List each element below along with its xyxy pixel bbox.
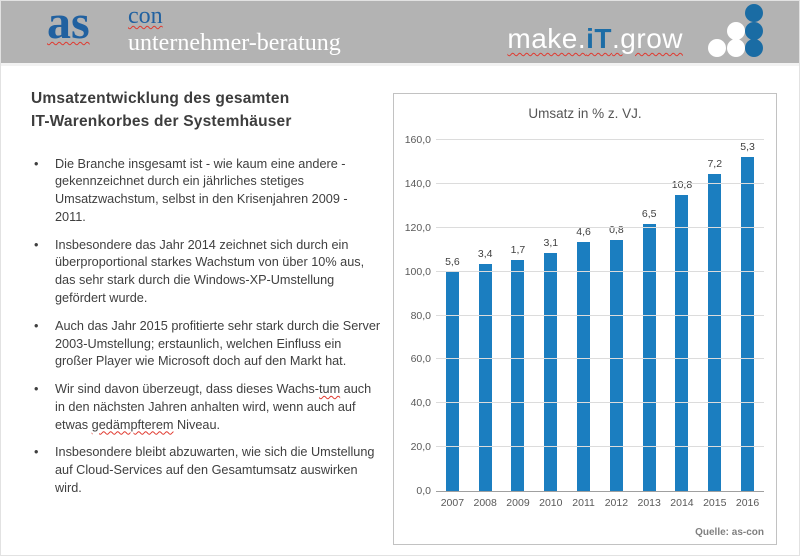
plot-area: 5,6 2007 3,4 2008 1,7 2009 3,1 2010 4,6 2011 0,8 20…: [405, 134, 764, 509]
bar-2009: [511, 260, 525, 491]
bar-slot-2008: 3,4 2008: [469, 140, 502, 509]
x-axis-label-2016: 2016: [735, 497, 760, 509]
bullet-text: Insbesondere bleibt abzuwarten, wie sich…: [55, 445, 375, 495]
bar-value-label-2009: 1,7: [510, 244, 526, 257]
bullet-item: Wir sind davon überzeugt, dass dieses Wa…: [31, 381, 381, 434]
bullet-item: Die Branche insgesamt ist - wie kaum ein…: [31, 156, 381, 227]
y-axis-label-0: 0,0: [416, 485, 431, 497]
bar-2007: [445, 271, 459, 491]
y-axis-label-60: 60,0: [410, 353, 431, 366]
bullet-text: Die Branche insgesamt ist - wie kaum ein…: [55, 156, 348, 224]
y-axis-label-80: 80,0: [410, 309, 431, 322]
dot-blue: [745, 39, 763, 57]
bullet-text: Niveau.: [173, 417, 221, 432]
text-column: Umsatzentwicklung des gesamten IT-Warenko…: [31, 87, 381, 508]
bullet-text: Auch das Jahr 2015 profitierte sehr star…: [55, 318, 381, 369]
bullet-text: Wir sind davon überzeugt, dass dieses Wa…: [55, 382, 319, 397]
bar-value-label-2015: 7,2: [707, 157, 723, 170]
gridline-120: [436, 226, 764, 228]
bar-slot-2010: 3,1 2010: [534, 140, 567, 509]
bar-slot-2007: 5,6 2007: [436, 140, 469, 509]
x-axis-label-2014: 2014: [670, 497, 694, 509]
header-banner: as con unternehmer-beratung make.iT.grow: [1, 0, 799, 63]
gridline-100: [436, 270, 764, 272]
y-axis-label-160: 160,0: [404, 134, 431, 146]
ascon-logo-as: as: [47, 0, 90, 49]
bar-value-label-2007: 5,6: [445, 255, 460, 268]
y-axis-label-120: 120,0: [404, 221, 431, 234]
chart-source: Quelle: as-con: [695, 527, 764, 538]
bar-value-label-2011: 4,6: [576, 226, 591, 239]
bar-value-label-2016: 5,3: [740, 140, 755, 153]
bar-value-label-2013: 6,5: [641, 208, 657, 221]
tagline-grow: .grow: [612, 23, 683, 54]
gridline-40: [436, 402, 764, 404]
bar-2013: [642, 224, 656, 491]
gridline-160: [436, 139, 764, 140]
bar-slot-2016: 5,3 2016: [731, 140, 764, 509]
x-axis-label-2010: 2010: [539, 497, 563, 509]
dot-white: [727, 22, 745, 40]
bar-slot-2013: 6,5 2013: [633, 140, 666, 509]
y-axis-label-40: 40,0: [410, 397, 431, 410]
x-axis-label-2011: 2011: [572, 497, 595, 509]
bullet-item: Insbesondere bleibt abzuwarten, wie sich…: [31, 444, 381, 497]
x-axis-label-2012: 2012: [604, 497, 629, 509]
page-title-line2: IT-Warenkorbes der Systemhäuser: [31, 113, 292, 131]
chart-panel: Umsatz in % z. VJ. 5,6 2007 3,4 2008 1,7 2009…: [393, 93, 777, 545]
bar-2012: [609, 240, 623, 491]
dot-white: [708, 39, 726, 57]
gridline-20: [436, 446, 764, 448]
bar-2014: [675, 195, 689, 491]
dot-blue: [745, 4, 763, 22]
bar-slot-2009: 1,7 2009: [502, 140, 535, 509]
x-axis-label-2015: 2015: [703, 497, 727, 509]
x-axis-label-2009: 2009: [506, 497, 530, 509]
bullet-text: auch in den nächsten Jahren anhalten wir…: [55, 382, 372, 432]
bar-2016: [741, 156, 755, 491]
bar-slot-2012: 0,8 2012: [600, 140, 633, 509]
bar-value-label-2008: 3,4: [477, 248, 493, 261]
tagline-it: iT: [586, 23, 613, 54]
dot-blue: [745, 22, 763, 40]
bullet-item: Insbesondere das Jahr 2014 zeichnet sich…: [31, 237, 381, 308]
bar-2010: [544, 253, 558, 491]
ascon-logo-con: con: [128, 3, 163, 29]
bullet-text-squiggled: gedämpfterem: [91, 417, 174, 432]
bar-2011: [577, 242, 591, 491]
y-axis-label-100: 100,0: [404, 265, 431, 278]
tagline-make: make.: [507, 23, 587, 54]
x-axis-label-2013: 2013: [637, 497, 661, 509]
bullet-text: Insbesondere das Jahr 2014 zeichnet sich…: [55, 237, 365, 305]
bullet-text-squiggled: tum: [318, 382, 341, 397]
bar-value-label-2014: 10,8: [671, 179, 693, 192]
y-axis-label-140: 140,0: [404, 177, 431, 190]
bars-container: 5,6 2007 3,4 2008 1,7 2009 3,1 2010 4,6 2011 0,8 20…: [436, 140, 764, 509]
dot-white: [727, 39, 745, 57]
bar-slot-2015: 7,2 2015: [698, 140, 731, 509]
bullet-list: Die Branche insgesamt ist - wie kaum ein…: [31, 156, 381, 498]
gridline-60: [436, 358, 764, 360]
bullet-item: Auch das Jahr 2015 profitierte sehr star…: [31, 318, 381, 371]
bar-slot-2011: 4,6 2011: [567, 140, 600, 509]
tagline-make-it-grow: make.iT.grow: [507, 23, 683, 55]
bar-value-label-2010: 3,1: [543, 237, 559, 250]
chart-title: Umsatz in % z. VJ.: [528, 106, 642, 121]
page-title-line1: Umsatzentwicklung des gesamten: [31, 90, 290, 107]
bar-2015: [708, 173, 722, 491]
x-axis-label-2007: 2007: [440, 497, 465, 509]
x-axis-label-2008: 2008: [473, 497, 497, 509]
page-title: Umsatzentwicklung des gesamten IT-Warenko…: [31, 87, 381, 134]
gridline-140: [436, 182, 764, 184]
bar-2008: [478, 264, 492, 491]
bar-slot-2014: 10,8 2014: [666, 140, 699, 509]
y-axis-label-20: 20,0: [410, 441, 431, 454]
ascon-logo-subtitle: unternehmer-beratung: [128, 30, 341, 56]
gridline-80: [436, 314, 764, 316]
